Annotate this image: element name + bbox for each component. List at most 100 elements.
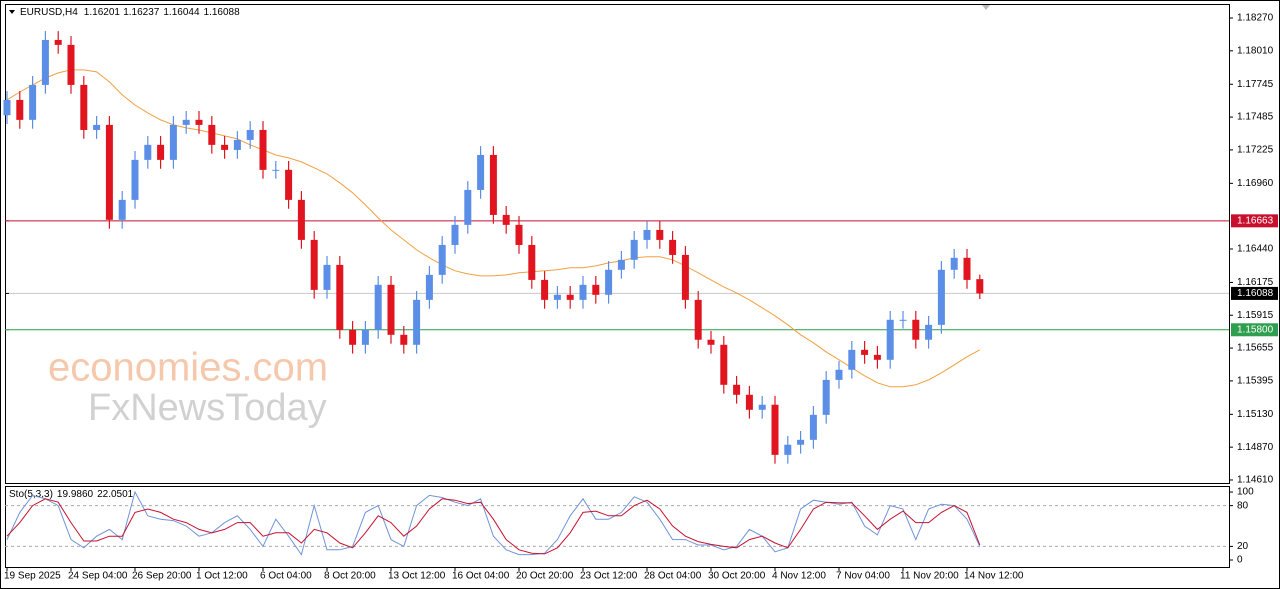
candle-body: [118, 199, 126, 220]
candle-body: [809, 414, 817, 440]
x-tick-label: 23 Oct 12:00: [580, 571, 638, 582]
indicator-name: Sto(5,3,3): [9, 489, 53, 500]
candle-body: [733, 384, 741, 395]
candle-body: [656, 229, 664, 240]
y-tick-label: 1.15130: [1237, 409, 1274, 420]
candle-body: [477, 154, 485, 190]
candle-body: [976, 279, 984, 294]
candle-body: [912, 319, 920, 340]
candle-body: [425, 274, 433, 300]
candle-body: [221, 144, 229, 150]
candle-body: [630, 239, 638, 260]
candle-body: [451, 224, 459, 245]
candle-body: [771, 404, 779, 455]
menu-arrow[interactable]: [9, 10, 15, 14]
candle-body: [592, 284, 600, 295]
candle-body: [413, 299, 421, 345]
x-tick-label: 14 Nov 12:00: [964, 571, 1024, 582]
x-tick-label: 4 Nov 12:00: [772, 571, 826, 582]
stochastic-signal: [6, 498, 981, 555]
level-label-box: [1231, 323, 1278, 337]
candle-body: [579, 284, 587, 300]
candle-body: [873, 354, 881, 360]
candle-body: [861, 349, 869, 355]
candle-body: [925, 324, 933, 340]
y-tick-label: 1.16960: [1237, 178, 1274, 189]
y-tick-label: 1.15395: [1237, 376, 1274, 387]
y-tick-label: 1.18270: [1237, 13, 1274, 24]
level-label: 1.16088: [1237, 288, 1274, 299]
candle-body: [848, 349, 856, 370]
candle-body: [681, 254, 689, 300]
y-tick-label: 1.18010: [1237, 45, 1274, 56]
candle-body: [541, 279, 549, 300]
candle-body: [694, 299, 702, 340]
candle-body: [259, 129, 267, 170]
low-readout: 1.16044: [163, 7, 200, 18]
x-tick-label: 30 Oct 20:00: [708, 571, 766, 582]
candle-body: [310, 239, 318, 290]
candle-body: [208, 124, 216, 145]
candle-body: [797, 439, 805, 445]
candle-body: [886, 319, 894, 360]
high-readout: 1.16237: [123, 7, 160, 18]
y-tick-label: 20: [1237, 541, 1249, 552]
candle-body: [707, 339, 715, 345]
main-panel: [5, 4, 1230, 484]
x-tick-label: 13 Oct 12:00: [388, 571, 446, 582]
candle-body: [950, 257, 958, 270]
candle-body: [502, 214, 510, 225]
y-tick-label: 80: [1237, 500, 1249, 511]
signal-readout: 22.0501: [97, 489, 134, 500]
candle-body: [349, 329, 357, 345]
candle-body: [617, 259, 625, 270]
candle-body: [400, 334, 408, 345]
plot-layer: 1.18270 1.18010 1.17745 1.17485 1.17225 1.169…: [3, 13, 1278, 582]
level-label-box: [1231, 214, 1278, 228]
candle-body: [669, 239, 677, 255]
candle-body: [144, 144, 152, 160]
y-tick-label: 100: [1237, 487, 1254, 498]
candle-body: [515, 224, 523, 245]
y-tick-label: 1.16175: [1237, 277, 1274, 288]
candle-body: [80, 84, 88, 130]
x-tick-label: 20 Oct 20:00: [516, 571, 574, 582]
candle-body: [822, 379, 830, 415]
symbol: EURUSD,H4: [20, 7, 78, 18]
candle-body: [553, 294, 561, 300]
x-tick-label: 6 Oct 04:00: [260, 571, 312, 582]
x-tick-label: 8 Oct 20:00: [324, 571, 376, 582]
candle-body: [605, 269, 613, 295]
main-readout: 19.9860: [57, 489, 94, 500]
y-tick-label: 1.17485: [1237, 112, 1274, 123]
candle-body: [528, 244, 536, 280]
candle-body: [182, 119, 190, 125]
candle-body: [720, 344, 728, 385]
candle-body: [16, 99, 24, 120]
x-tick-label: 7 Nov 04:00: [836, 571, 890, 582]
close-readout: 1.16088: [204, 7, 241, 18]
y-tick-label: 1.16440: [1237, 244, 1274, 255]
candle-body: [758, 404, 766, 410]
candle-body: [272, 169, 280, 171]
candle-body: [54, 39, 62, 45]
x-tick-label: 28 Oct 04:00: [644, 571, 702, 582]
level-label: 1.16663: [1237, 215, 1274, 226]
candle-body: [29, 84, 37, 120]
shift-marker: [982, 5, 990, 10]
candle-body: [937, 269, 945, 325]
candle-body: [784, 444, 792, 455]
candle-body: [297, 199, 305, 240]
y-tick-label: 1.15655: [1237, 343, 1274, 354]
candle-body: [361, 329, 369, 345]
candle-body: [899, 319, 907, 321]
candle-body: [336, 264, 344, 330]
open-readout: 1.16201: [84, 7, 121, 18]
candle-body: [3, 99, 11, 116]
x-tick-label: 26 Sep 20:00: [132, 571, 192, 582]
chart-header: EURUSD,H4 1.16201 1.16237 1.16044 1.16088: [20, 7, 240, 18]
candle-body: [93, 124, 101, 130]
